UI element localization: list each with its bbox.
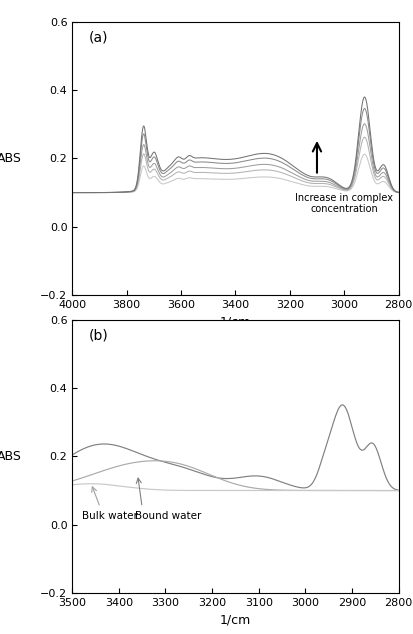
X-axis label: 1/cm: 1/cm	[220, 315, 251, 328]
Y-axis label: ABS: ABS	[0, 450, 22, 463]
X-axis label: 1/cm: 1/cm	[220, 613, 251, 626]
Text: (a): (a)	[88, 30, 108, 44]
Y-axis label: ABS: ABS	[0, 152, 22, 165]
Text: Bulk water: Bulk water	[82, 511, 138, 521]
Text: Increase in complex
concentration: Increase in complex concentration	[295, 193, 393, 214]
Text: (b): (b)	[88, 328, 108, 342]
Text: Bound water: Bound water	[135, 511, 201, 521]
